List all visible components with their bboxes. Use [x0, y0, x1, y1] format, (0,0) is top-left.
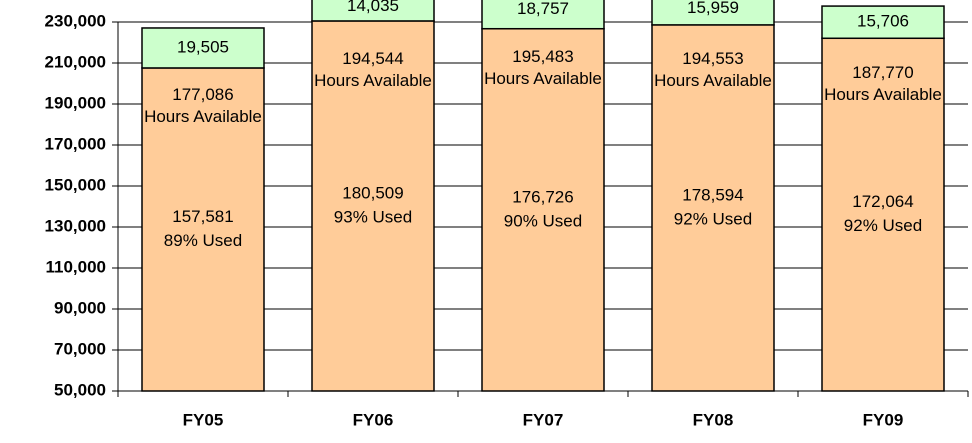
bar-segment [311, 20, 435, 392]
x-tick-label: FY07 [523, 410, 564, 429]
y-tick-label: 130,000 [45, 216, 106, 235]
percent-label: 89% Used [164, 231, 242, 250]
y-tick-label: 150,000 [45, 175, 106, 194]
x-tick-label: FY06 [353, 410, 394, 429]
value-label: 19,505 [177, 37, 229, 56]
y-tick-label: 110,000 [45, 257, 106, 276]
bar-segment [311, 0, 435, 22]
value-label: 15,959 [687, 0, 739, 17]
bar-segment [481, 27, 605, 392]
bar-segment [141, 67, 265, 392]
bar-segment [821, 37, 945, 392]
value-label: 172,064 [852, 192, 913, 211]
value-label: 157,581 [172, 207, 233, 226]
total-label: 194,553 [682, 49, 743, 68]
y-tick-label: 210,000 [45, 52, 106, 71]
value-label: 176,726 [512, 187, 573, 206]
value-label: 18,757 [517, 0, 569, 18]
x-tick-label: FY05 [183, 410, 224, 429]
bar-segment [141, 27, 265, 69]
total-label: 194,544 [342, 49, 403, 68]
value-label: 15,706 [857, 12, 909, 31]
y-tick-label: 50,000 [54, 380, 106, 399]
y-tick-label: 90,000 [54, 298, 106, 317]
value-label: 178,594 [682, 185, 743, 204]
bar-segment [651, 24, 775, 392]
total-caption: Hours Available [144, 107, 262, 126]
percent-label: 92% Used [674, 209, 752, 228]
total-label: 195,483 [512, 47, 573, 66]
y-tick-label: 70,000 [54, 339, 106, 358]
bar-segment [481, 0, 605, 30]
total-label: 187,770 [852, 63, 913, 82]
total-caption: Hours Available [824, 85, 942, 104]
value-label: 14,035 [347, 0, 399, 15]
y-tick-label: 170,000 [45, 134, 106, 153]
percent-label: 93% Used [334, 207, 412, 226]
total-label: 177,086 [172, 85, 233, 104]
bar-segment [651, 0, 775, 26]
x-tick-label: FY08 [693, 410, 734, 429]
bar-segment [821, 5, 945, 40]
total-caption: Hours Available [484, 69, 602, 88]
x-tick-label: FY09 [863, 410, 904, 429]
y-tick-label: 230,000 [45, 11, 106, 30]
total-caption: Hours Available [314, 71, 432, 90]
total-caption: Hours Available [654, 71, 772, 90]
y-tick-label: 190,000 [45, 93, 106, 112]
percent-label: 90% Used [504, 211, 582, 230]
percent-label: 92% Used [844, 216, 922, 235]
value-label: 180,509 [342, 183, 403, 202]
